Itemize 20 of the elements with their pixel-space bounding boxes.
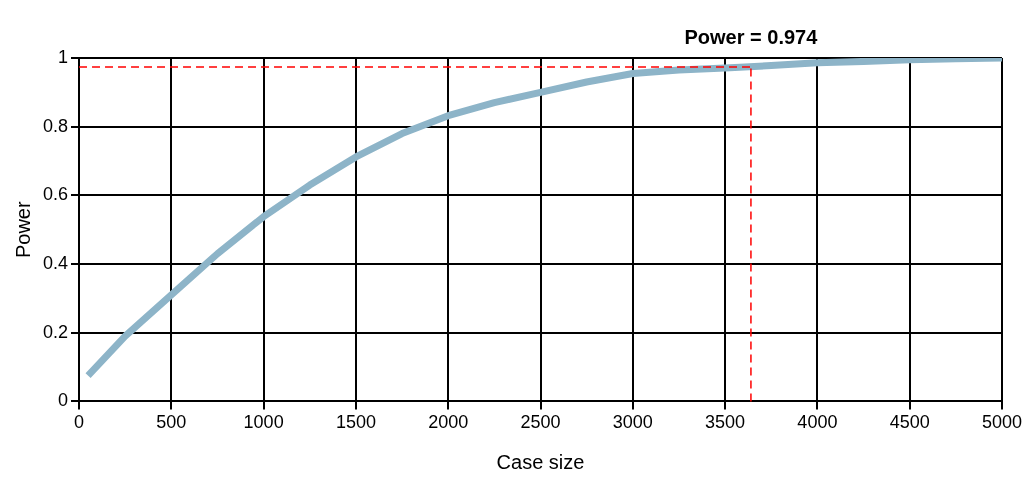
- y-tick-label: 0.2: [42, 321, 69, 342]
- y-tick-label: 1: [58, 46, 69, 67]
- x-tick-label: 4500: [889, 412, 930, 433]
- x-axis-title: Case size: [496, 450, 585, 473]
- y-tick-label: 0.8: [42, 115, 69, 136]
- y-tick-label: 0.4: [42, 253, 69, 274]
- x-tick-label: 2000: [428, 412, 469, 433]
- x-tick-label: 1000: [243, 412, 284, 433]
- ref-line-label: Power = 0.974: [684, 25, 819, 48]
- x-tick-label: 3000: [612, 412, 653, 433]
- x-tick-label: 4000: [797, 412, 838, 433]
- x-tick-label: 0: [74, 412, 85, 433]
- x-tick-label: 2500: [520, 412, 561, 433]
- y-axis-title: Power: [11, 201, 34, 259]
- y-tick-label: 0: [58, 390, 69, 411]
- x-tick-label: 1500: [335, 412, 376, 433]
- x-tick-label: 500: [156, 412, 187, 433]
- x-tick-label: 5000: [981, 412, 1022, 433]
- y-tick-label: 0.6: [42, 184, 69, 205]
- x-tick-label: 3500: [705, 412, 746, 433]
